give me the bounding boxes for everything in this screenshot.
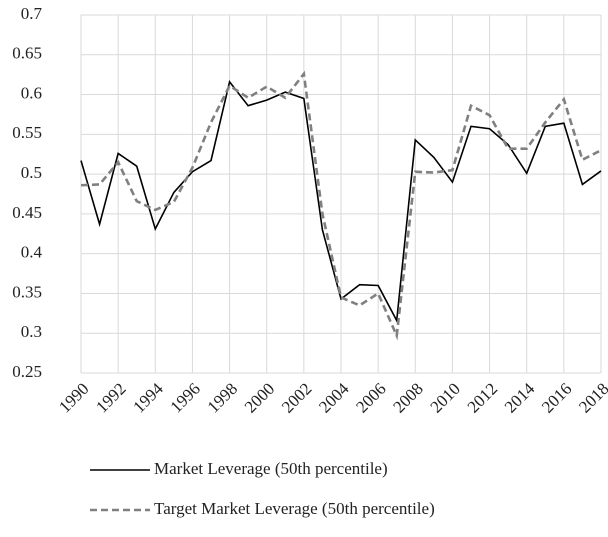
y-tick-label: 0.25	[12, 362, 42, 381]
x-tick-label: 2006	[352, 379, 389, 416]
y-tick-label: 0.45	[12, 203, 42, 222]
y-tick-label: 0.3	[21, 322, 42, 341]
y-tick-label: 0.4	[21, 243, 43, 262]
y-tick-label: 0.6	[21, 83, 42, 102]
x-tick-label: 2010	[427, 379, 464, 416]
x-tick-label: 2004	[315, 379, 353, 417]
x-tick-label: 1990	[55, 379, 92, 416]
y-tick-label: 0.35	[12, 282, 42, 301]
y-tick-label: 0.7	[21, 4, 43, 23]
x-tick-label: 1994	[129, 379, 167, 417]
y-tick-label: 0.5	[21, 163, 42, 182]
x-tick-label: 2016	[538, 379, 575, 416]
y-tick-label: 0.65	[12, 44, 42, 63]
series-line	[80, 70, 602, 341]
x-tick-label: 2012	[464, 379, 501, 416]
legend-label: Target Market Leverage (50th percentile)	[154, 499, 435, 518]
x-tick-label: 1992	[92, 379, 129, 416]
y-tick-label: 0.55	[12, 123, 42, 142]
x-tick-label: 1996	[167, 379, 204, 416]
x-tick-label: 2014	[501, 379, 539, 417]
x-tick-label: 2000	[241, 379, 278, 416]
x-tick-label: 1998	[204, 379, 241, 416]
x-tick-label: 2008	[389, 379, 426, 416]
legend-label: Market Leverage (50th percentile)	[154, 459, 388, 478]
x-tick-label: 2002	[278, 379, 315, 416]
x-tick-label: 2018	[575, 379, 608, 416]
